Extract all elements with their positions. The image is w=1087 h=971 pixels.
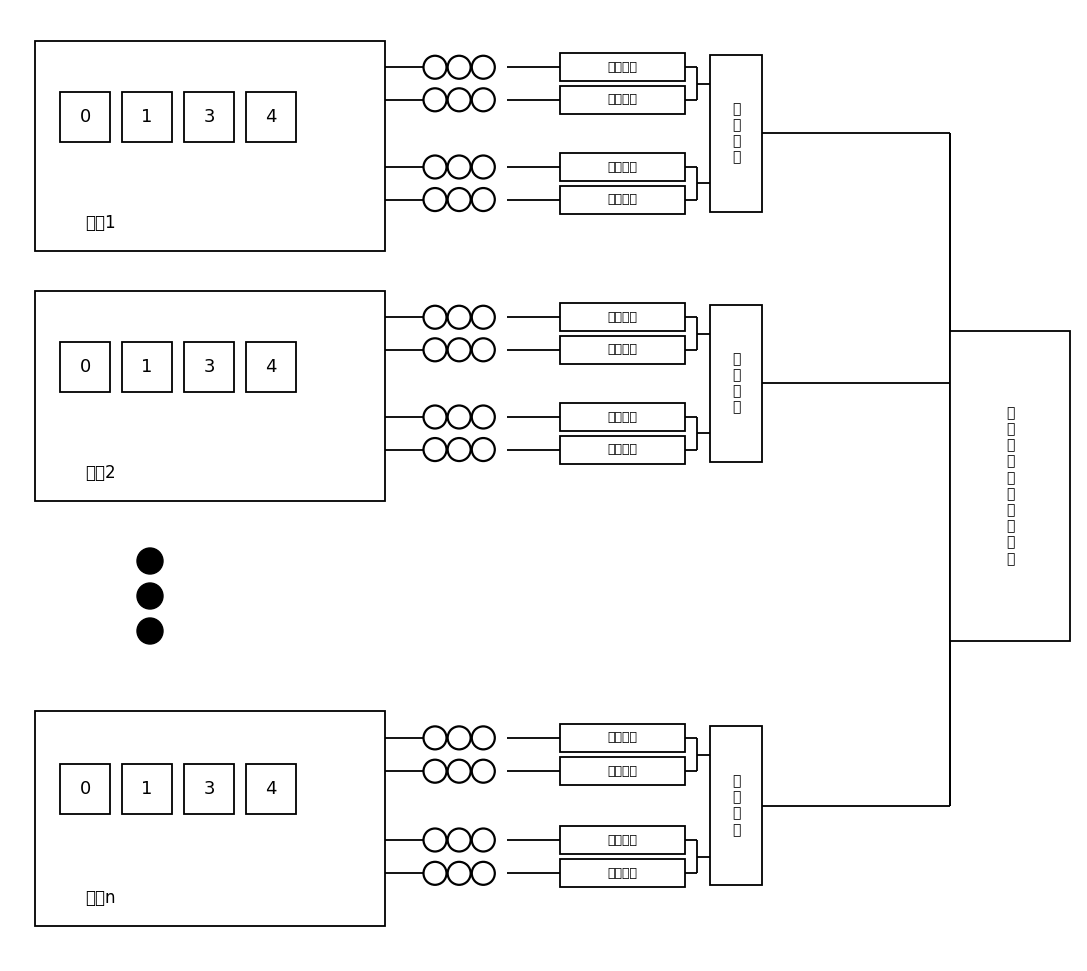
Bar xyxy=(710,305,762,461)
Text: 信号处理: 信号处理 xyxy=(608,833,637,847)
Bar xyxy=(560,436,685,463)
Text: 数
字
读
取: 数 字 读 取 xyxy=(732,352,740,415)
Bar xyxy=(560,153,685,181)
Bar xyxy=(560,303,685,331)
Bar xyxy=(184,342,234,392)
Bar xyxy=(560,403,685,431)
Bar xyxy=(560,336,685,364)
Bar xyxy=(35,41,385,251)
Bar xyxy=(710,55,762,212)
Bar xyxy=(184,92,234,142)
Text: 3: 3 xyxy=(203,357,215,376)
Bar xyxy=(560,723,685,752)
Text: 0: 0 xyxy=(79,781,90,798)
Text: 信号处理: 信号处理 xyxy=(608,411,637,423)
Text: 0: 0 xyxy=(79,108,90,126)
Text: 电
信
号
转
换
成
无
线
信
号: 电 信 号 转 换 成 无 线 信 号 xyxy=(1005,406,1014,566)
Text: 1: 1 xyxy=(141,108,152,126)
Text: 信号处理: 信号处理 xyxy=(608,93,637,106)
Circle shape xyxy=(137,618,163,644)
Bar xyxy=(35,291,385,501)
Bar xyxy=(560,85,685,114)
Text: 4: 4 xyxy=(265,357,277,376)
Bar xyxy=(122,92,172,142)
Bar xyxy=(560,826,685,854)
Text: 1: 1 xyxy=(141,357,152,376)
Text: 3: 3 xyxy=(203,781,215,798)
Text: 4: 4 xyxy=(265,108,277,126)
Bar xyxy=(246,92,296,142)
Text: 用户n: 用户n xyxy=(85,889,115,907)
Text: 信号处理: 信号处理 xyxy=(608,765,637,778)
Bar xyxy=(60,764,110,815)
Bar xyxy=(560,859,685,887)
Bar xyxy=(560,185,685,214)
Bar xyxy=(560,53,685,82)
Bar xyxy=(184,764,234,815)
Text: 数
字
读
取: 数 字 读 取 xyxy=(732,102,740,165)
Text: 数
字
读
取: 数 字 读 取 xyxy=(732,774,740,837)
Text: 信号处理: 信号处理 xyxy=(608,61,637,74)
Text: 0: 0 xyxy=(79,357,90,376)
Bar xyxy=(60,342,110,392)
Circle shape xyxy=(137,548,163,574)
Bar xyxy=(710,726,762,886)
Text: 信号处理: 信号处理 xyxy=(608,443,637,456)
Circle shape xyxy=(137,583,163,609)
Text: 4: 4 xyxy=(265,781,277,798)
Text: 1: 1 xyxy=(141,781,152,798)
Bar xyxy=(560,757,685,786)
Bar xyxy=(122,764,172,815)
Bar xyxy=(246,764,296,815)
Bar xyxy=(122,342,172,392)
Text: 信号处理: 信号处理 xyxy=(608,731,637,745)
Text: 用户2: 用户2 xyxy=(85,464,115,482)
Text: 3: 3 xyxy=(203,108,215,126)
Text: 信号处理: 信号处理 xyxy=(608,344,637,356)
Text: 信号处理: 信号处理 xyxy=(608,867,637,880)
Text: 信号处理: 信号处理 xyxy=(608,311,637,323)
Bar xyxy=(60,92,110,142)
Bar xyxy=(246,342,296,392)
Text: 用户1: 用户1 xyxy=(85,214,115,232)
Text: 信号处理: 信号处理 xyxy=(608,160,637,174)
Bar xyxy=(35,711,385,926)
Bar xyxy=(950,331,1070,641)
Text: 信号处理: 信号处理 xyxy=(608,193,637,206)
